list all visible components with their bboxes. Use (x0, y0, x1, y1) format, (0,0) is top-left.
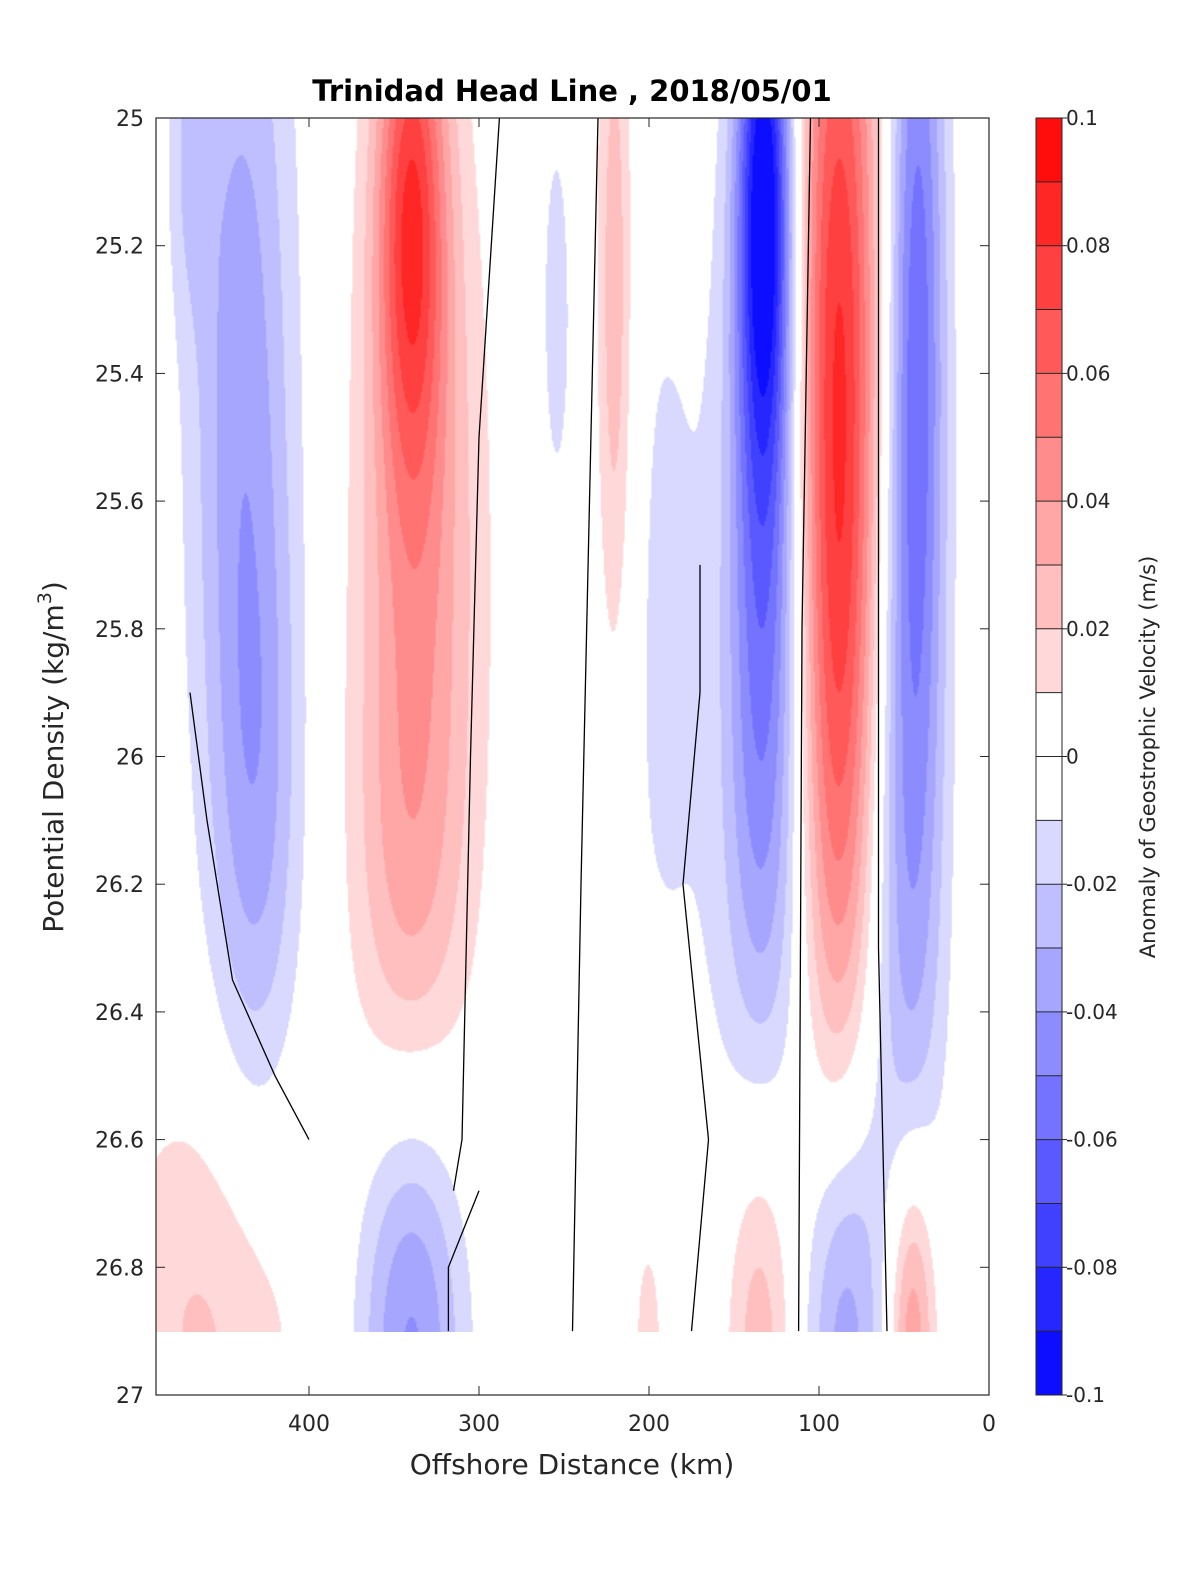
colorbar-tick-label: 0.04 (1066, 489, 1111, 513)
colorbar-band (1036, 756, 1062, 821)
y-tick-label: 25.2 (95, 235, 144, 260)
colorbar-tick-label: -0.1 (1066, 1383, 1105, 1407)
x-axis-label: Offshore Distance (km) (410, 1448, 735, 1481)
zero-contour-line-1 (447, 1190, 480, 1332)
colorbar-band (1036, 1139, 1062, 1204)
colorbar-bands (1036, 118, 1062, 1396)
colorbar-band (1036, 501, 1062, 566)
x-tick-label: 300 (458, 1412, 500, 1437)
colorbar-band (1036, 373, 1062, 438)
y-tick-label: 25.8 (95, 618, 144, 643)
zero-contour-lines (189, 117, 888, 1332)
zero-contour-line-4 (571, 117, 599, 1332)
colorbar-tick-label: 0 (1066, 745, 1079, 769)
colorbar-tick-label: -0.06 (1066, 1128, 1118, 1152)
y-tick-label: 26.8 (95, 1256, 144, 1281)
colorbar-tick-label: -0.02 (1066, 872, 1118, 896)
y-axis: 25 25.2 25.4 25.6 25.8 26 26.2 26.4 26.6 26.8 27 (95, 107, 989, 1409)
colorbar-band (1036, 1331, 1062, 1396)
colorbar-frame (1035, 117, 1063, 1396)
y-tick-label: 26.6 (95, 1129, 144, 1154)
y-axis-label: Potential Density (kg/m3) (34, 581, 70, 933)
zero-contour-line-2 (682, 564, 710, 1332)
zero-contour-line-3 (189, 692, 310, 1140)
colorbar-band (1036, 948, 1062, 1013)
y-axis-label-text: Potential Density (kg/m (37, 604, 70, 933)
colorbar-band (1036, 628, 1062, 694)
y-tick-label: 27 (116, 1384, 144, 1409)
colorbar-tick-label: 0.1 (1066, 106, 1098, 130)
zero-contour-line-5 (797, 117, 812, 1332)
colorbar-band (1036, 564, 1062, 630)
colorbar-band (1036, 692, 1062, 757)
y-axis-label-superscript: 3 (34, 592, 56, 604)
y-tick-label: 25.4 (95, 362, 144, 387)
colorbar-tick-label: 0.06 (1066, 361, 1111, 385)
zero-contour-line-6 (877, 118, 888, 1332)
y-tick-label: 26 (116, 746, 144, 771)
y-tick-label: 25.6 (95, 490, 144, 515)
x-tick-label: 0 (982, 1412, 996, 1437)
y-tick-label: 26.4 (95, 1001, 144, 1026)
x-axis: 400 300 200 100 0 (288, 118, 996, 1437)
zero-contour-line-0 (452, 117, 501, 1191)
colorbar-band (1036, 884, 1062, 949)
colorbar: 0.1 0.08 0.06 0.04 0.02 0 -0.02 -0.04 -0.06 -0.08… (1035, 106, 1118, 1407)
colorbar-band (1036, 1075, 1062, 1141)
colorbar-band (1036, 1267, 1062, 1332)
x-tick-label: 200 (628, 1412, 670, 1437)
colorbar-band (1036, 245, 1062, 311)
plot-area (155, 117, 990, 1396)
colorbar-label: Anomaly of Geostrophic Velocity (m/s) (1136, 556, 1160, 959)
colorbar-band (1036, 181, 1062, 247)
colorbar-tick-label: -0.04 (1066, 1000, 1118, 1024)
x-tick-label: 100 (798, 1412, 840, 1437)
colorbar-band (1036, 820, 1062, 885)
velocity-anomaly-field (156, 118, 989, 1332)
y-tick-label: 26.2 (95, 873, 144, 898)
colorbar-band (1036, 1203, 1062, 1268)
colorbar-ticks: 0.1 0.08 0.06 0.04 0.02 0 -0.02 -0.04 -0.06 -0.08… (1062, 106, 1118, 1407)
y-tick-label: 25 (116, 107, 144, 132)
x-tick-label: 400 (288, 1412, 330, 1437)
colorbar-band (1036, 1011, 1062, 1077)
y-axis-label-close: ) (37, 581, 70, 592)
colorbar-band (1036, 309, 1062, 374)
colorbar-tick-label: -0.08 (1066, 1255, 1118, 1279)
colorbar-tick-label: 0.08 (1066, 234, 1111, 258)
colorbar-tick-label: 0.02 (1066, 617, 1111, 641)
colorbar-band (1036, 118, 1062, 183)
chart-title: Trinidad Head Line , 2018/05/01 (312, 74, 832, 108)
colorbar-band (1036, 437, 1062, 502)
